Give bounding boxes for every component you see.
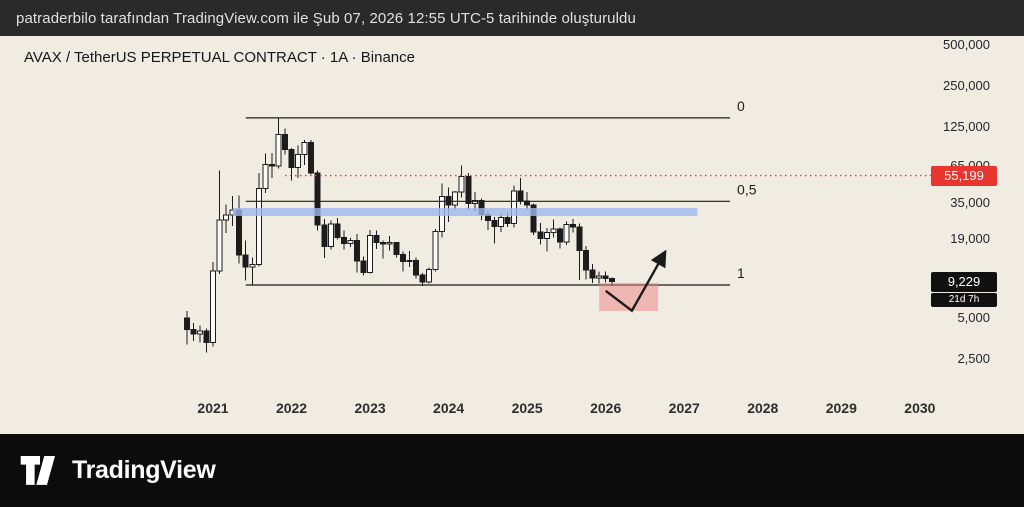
price-tick: 5,000 <box>957 309 990 325</box>
candle <box>569 218 576 233</box>
candle <box>308 139 315 175</box>
candle <box>452 191 459 210</box>
alert-price-badge[interactable]: 55,199 <box>931 165 997 186</box>
projection-box[interactable] <box>599 282 659 311</box>
price-tick: 500,000 <box>943 36 990 52</box>
attribution-text: patraderbilo tarafından TradingView.com … <box>16 9 636 27</box>
candle <box>596 271 603 284</box>
candle <box>458 165 465 198</box>
candle <box>491 217 498 244</box>
candle <box>347 237 354 248</box>
fib-label: 0,5 <box>737 181 757 197</box>
countdown-badge: 21d 7h <box>931 292 997 307</box>
x-axis-label: 2026 <box>590 400 621 416</box>
support-band[interactable] <box>232 207 698 217</box>
candle <box>249 257 256 285</box>
candle <box>576 223 583 280</box>
price-axis[interactable]: 500,000250,000125,00065,00035,00019,0005… <box>0 36 990 434</box>
candle <box>373 230 380 249</box>
candle <box>340 230 347 250</box>
candle <box>281 128 288 155</box>
candle <box>183 311 190 345</box>
x-axis-label: 2027 <box>669 400 700 416</box>
x-axis-label: 2022 <box>276 400 307 416</box>
candle <box>301 139 308 165</box>
price-tick: 250,000 <box>943 78 990 94</box>
price-tick: 19,000 <box>950 230 990 246</box>
candle <box>393 241 400 258</box>
tradingview-logo[interactable] <box>20 455 60 486</box>
candle <box>275 117 282 169</box>
trend-arrow[interactable] <box>604 249 667 313</box>
x-axis-label: 2023 <box>355 400 386 416</box>
candle <box>556 227 563 249</box>
candle <box>432 229 439 272</box>
candle <box>399 251 406 272</box>
candle <box>386 236 393 251</box>
x-axis-label: 2030 <box>904 400 935 416</box>
candle <box>216 170 223 274</box>
candle <box>327 220 334 250</box>
candle <box>353 233 360 273</box>
candle <box>497 213 504 233</box>
price-tick: 125,000 <box>943 119 990 135</box>
footer-bar: TradingView <box>0 434 1024 507</box>
candle <box>262 153 269 194</box>
x-axis-label: 2029 <box>826 400 857 416</box>
candle <box>321 219 328 259</box>
candle <box>314 170 321 231</box>
chart-area: AVAX / TetherUS PERPETUAL CONTRACT · 1A … <box>0 36 1024 434</box>
x-axis-label: 2021 <box>197 400 228 416</box>
fib-label: 1 <box>737 265 745 281</box>
candle <box>563 221 570 246</box>
x-axis-label: 2025 <box>512 400 543 416</box>
price-tick: 2,500 <box>957 351 990 366</box>
candle <box>334 217 341 240</box>
candle <box>203 328 210 353</box>
attribution-bar: patraderbilo tarafından TradingView.com … <box>0 0 1024 36</box>
candle <box>419 272 426 286</box>
x-axis-label: 2028 <box>747 400 778 416</box>
current-price-badge: 9,229 <box>931 271 997 292</box>
candle <box>412 257 419 279</box>
candle <box>255 172 262 267</box>
candle <box>380 240 387 259</box>
candle <box>196 325 203 343</box>
chart-title: AVAX / TetherUS PERPETUAL CONTRACT · 1A … <box>24 49 415 66</box>
candle <box>367 230 374 274</box>
candle <box>295 145 302 178</box>
candle <box>511 185 518 228</box>
candle <box>288 147 295 181</box>
candle <box>360 256 367 276</box>
candle <box>465 172 472 210</box>
x-axis-label: 2024 <box>433 400 464 416</box>
candle <box>589 264 596 284</box>
candle <box>425 267 432 284</box>
candle <box>223 204 230 233</box>
candle <box>602 271 609 283</box>
candle <box>210 262 216 347</box>
candle <box>406 250 413 268</box>
candle <box>268 153 275 178</box>
candle <box>445 187 452 222</box>
brand-name[interactable]: TradingView <box>72 456 216 484</box>
candle <box>543 227 550 252</box>
price-tick: 35,000 <box>950 194 990 210</box>
candle <box>583 246 590 280</box>
fib-label: 0 <box>737 98 745 114</box>
candle <box>550 219 557 238</box>
candle <box>190 322 197 341</box>
candle <box>242 240 249 281</box>
candle <box>537 223 544 245</box>
chart-canvas[interactable]: 0 0,5 1 2021 2022 2023 2024 2025 2026 2027 2028 202… <box>0 36 1024 434</box>
